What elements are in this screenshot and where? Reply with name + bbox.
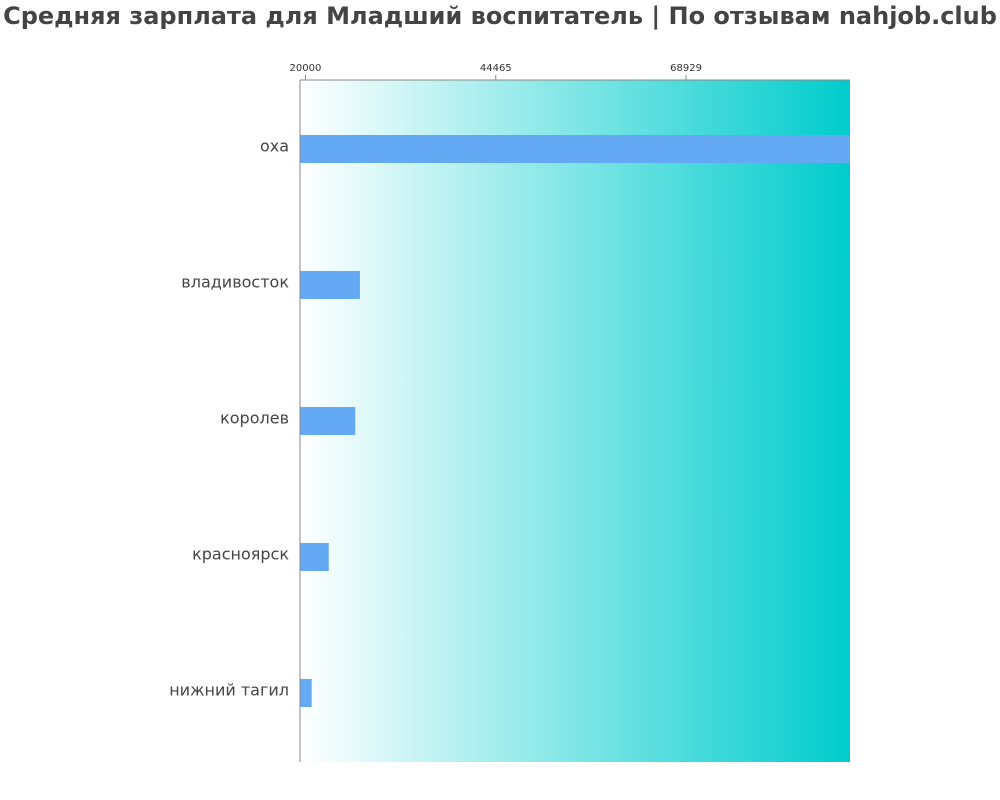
bar-1 (300, 271, 360, 299)
plot-background (300, 80, 850, 762)
chart-title: Средняя зарплата для Младший воспитатель… (3, 2, 997, 30)
bar-2 (300, 407, 356, 435)
x-tick-label-2: 68929 (670, 63, 702, 74)
bar-3 (300, 543, 329, 571)
bar-0 (300, 135, 850, 163)
category-label-1: владивосток (181, 273, 289, 292)
category-label-2: королев (220, 409, 289, 428)
x-tick-label-1: 44465 (480, 63, 512, 74)
category-label-0: оха (260, 137, 289, 156)
ticks-layer: 20000 44465 68929 (290, 63, 702, 80)
x-tick-label-0: 20000 (290, 63, 322, 74)
category-labels-layer: оха владивосток королев красноярск нижний та… (169, 137, 289, 700)
bars-layer (300, 135, 850, 707)
category-label-3: красноярск (192, 545, 289, 564)
category-label-4: нижний тагил (169, 681, 289, 700)
bar-4 (300, 679, 312, 707)
